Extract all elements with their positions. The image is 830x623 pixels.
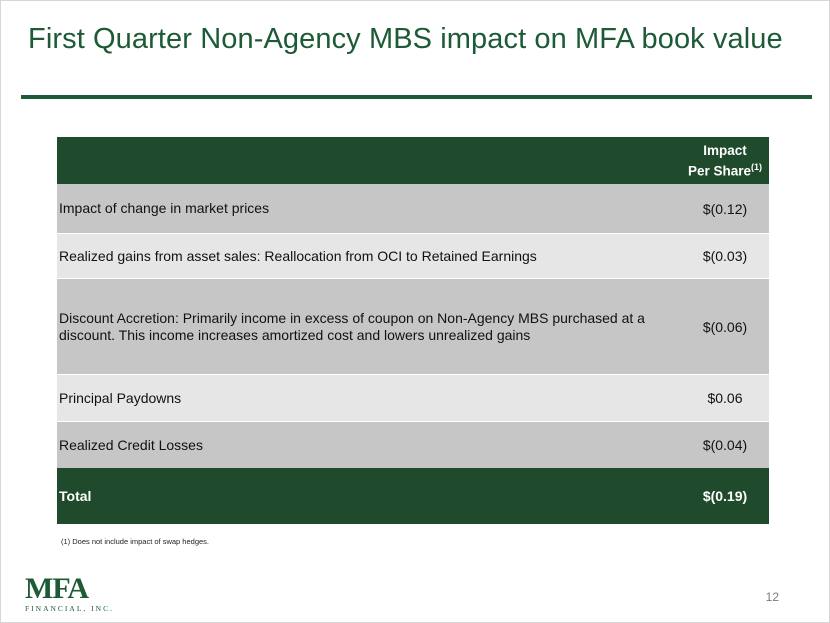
table-row: Discount Accretion: Primarily income in … (57, 278, 769, 374)
impact-table: Impact Per Share(1) Impact of change in … (57, 137, 769, 524)
row-value: $(0.12) (702, 200, 748, 217)
table-row: Realized Credit Losses $(0.04) (57, 421, 769, 468)
total-label: Total (59, 487, 92, 504)
row-value: $(0.06) (702, 318, 748, 335)
row-desc: Impact of change in market prices (59, 200, 270, 216)
header-value-line2: Per Share (687, 163, 752, 179)
page-number: 12 (765, 590, 779, 604)
row-desc: Principal Paydowns (59, 389, 182, 406)
row-value: $(0.04) (702, 437, 748, 453)
row-desc: Realized Credit Losses (59, 436, 203, 453)
mfa-logo: MFA FINANCIAL, INC. (25, 572, 115, 614)
table-row: Principal Paydowns $0.06 (57, 374, 769, 421)
row-desc: Realized gains from asset sales: Realloc… (59, 247, 537, 264)
title-divider (21, 95, 812, 99)
row-value: $0.06 (707, 390, 743, 406)
table-header-row: Impact Per Share(1) (57, 137, 769, 184)
table-total-row: Total $(0.19) (57, 468, 769, 524)
logo-mark: MFA (25, 572, 89, 605)
row-value: $(0.03) (702, 248, 748, 264)
footnote: (1) Does not include impact of swap hedg… (61, 537, 209, 546)
header-footnote-marker: (1) (751, 162, 763, 173)
header-value-cell: Impact Per Share(1) (681, 141, 769, 180)
table-row: Realized gains from asset sales: Realloc… (57, 233, 769, 278)
row-desc: Discount Accretion: Primarily income in … (59, 309, 645, 343)
table-row: Impact of change in market prices $(0.12… (57, 184, 769, 233)
total-value: $(0.19) (702, 488, 748, 504)
slide-title: First Quarter Non-Agency MBS impact on M… (28, 23, 783, 55)
logo-subtitle: FINANCIAL, INC. (25, 604, 114, 613)
header-value-line1: Impact (703, 143, 747, 159)
